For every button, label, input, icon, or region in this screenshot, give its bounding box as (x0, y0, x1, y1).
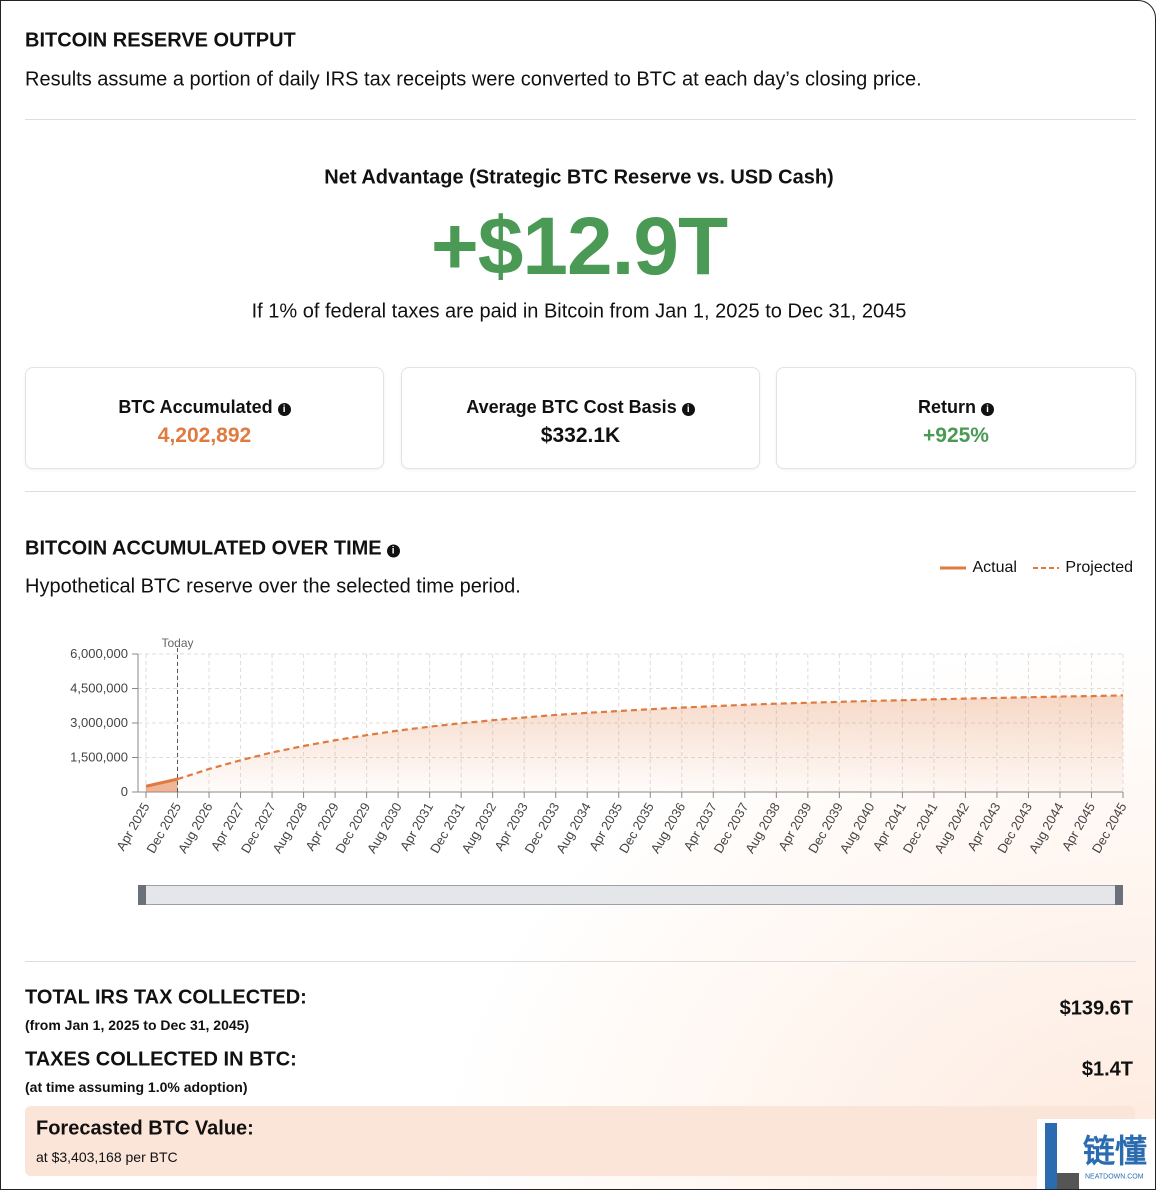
chart-title: BITCOIN ACCUMULATED OVER TIME (25, 537, 382, 560)
legend-swatch (1033, 566, 1060, 569)
legend: Actual Projected (940, 559, 1133, 577)
stat-label: Return (918, 397, 976, 417)
area (177, 695, 1124, 792)
watermark-text: 链懂 (1083, 1133, 1148, 1169)
net-advantage-label: Net Advantage (Strategic BTC Reserve vs.… (324, 166, 834, 189)
stat-value: 4,202,892 (157, 424, 252, 447)
summary-label: TOTAL IRS TAX COLLECTED: (25, 986, 307, 1009)
stat-card: Return i +925% (776, 367, 1136, 469)
info-icon[interactable]: i (981, 403, 994, 416)
y-tick-label: 1,500,000 (70, 750, 128, 765)
divider (25, 961, 1136, 962)
forecast-note: at $3,403,168 per BTC (36, 1149, 178, 1165)
watermark-logo (1045, 1123, 1079, 1189)
chart-title-wrap: BITCOIN ACCUMULATED OVER TIME i (25, 538, 400, 561)
today-label: Today (162, 636, 194, 650)
chart: 01,500,0003,000,0004,500,0006,000,000Apr… (70, 636, 1129, 856)
y-tick-label: 6,000,000 (70, 646, 128, 661)
summary-value: $139.6T (1059, 997, 1133, 1020)
net-advantage-value: +$12.9T (430, 201, 728, 292)
legend-swatch (940, 566, 967, 570)
stat-card: BTC Accumulated i 4,202,892 (25, 367, 384, 469)
slider-handle[interactable] (1115, 885, 1123, 905)
title: BITCOIN RESERVE OUTPUT (25, 29, 296, 52)
stat-value: +925% (923, 424, 989, 447)
range-slider[interactable] (138, 885, 1123, 905)
info-icon[interactable]: i (386, 544, 400, 558)
forecast-box: Forecasted BTC Value: at $3,403,168 per … (25, 1106, 1135, 1176)
line (177, 694, 1124, 781)
info-icon[interactable]: i (681, 403, 695, 416)
stat-label: BTC Accumulated (118, 397, 273, 417)
y-tick-label: 4,500,000 (70, 681, 128, 696)
legend-label[interactable]: Actual (972, 559, 1017, 576)
forecast-label: Forecasted BTC Value: (36, 1117, 254, 1140)
stat-label: Average BTC Cost Basis (466, 397, 677, 417)
stat-card: Average BTC Cost Basis i $332.1K (401, 367, 760, 469)
y-tick-label: 0 (121, 784, 128, 799)
summary-label: TAXES COLLECTED IN BTC: (25, 1048, 297, 1071)
line (145, 777, 178, 788)
legend-label[interactable]: Projected (1065, 559, 1133, 576)
stat-value: $332.1K (540, 424, 621, 447)
watermark-sub: NEATDOWN.COM (1085, 1173, 1144, 1181)
chart-subtitle: Hypothetical BTC reserve over the select… (25, 575, 521, 598)
y-tick-label: 3,000,000 (70, 715, 128, 730)
info-icon[interactable]: i (277, 403, 291, 416)
watermark: 链懂 NEATDOWN.COM (1037, 1119, 1155, 1189)
slider-handle[interactable] (138, 885, 146, 905)
divider (25, 119, 1136, 120)
summary-note: (at time assuming 1.0% adoption) (25, 1079, 248, 1095)
summary-note: (from Jan 1, 2025 to Dec 31, 2045) (25, 1017, 250, 1033)
subtitle: Results assume a portion of daily IRS ta… (25, 68, 922, 91)
divider (25, 491, 1136, 492)
summary-value: $1.4T (1081, 1058, 1133, 1081)
net-advantage-note: If 1% of federal taxes are paid in Bitco… (251, 300, 907, 323)
